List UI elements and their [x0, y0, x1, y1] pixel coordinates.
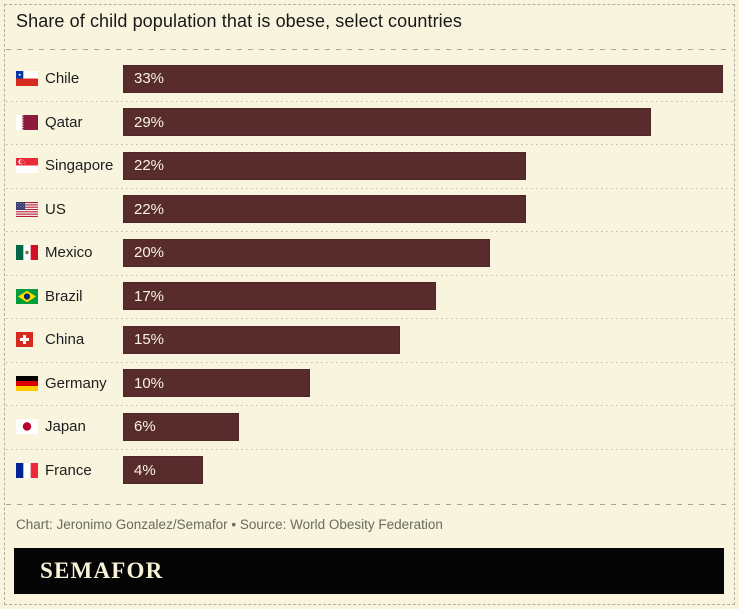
bar: 22%	[123, 195, 526, 224]
bar-track: 33%	[123, 64, 723, 93]
flag-switzerland-icon	[16, 332, 38, 348]
chart-row: Mexico 20%	[6, 231, 733, 275]
semafor-logo: SEMAFOR	[40, 558, 164, 583]
bar-value-label: 22%	[134, 200, 165, 218]
bar: 29%	[123, 108, 652, 137]
brand-bar: SEMAFOR	[14, 548, 724, 594]
chart-row: Japan 6%	[6, 405, 733, 449]
bar-track: 20%	[123, 238, 723, 267]
chart-row: US 22%	[6, 187, 733, 232]
bar-track: 17%	[123, 282, 723, 311]
bar: 33%	[123, 64, 723, 93]
row-label: Germany	[16, 375, 123, 392]
row-label: Brazil	[16, 288, 123, 305]
flag-singapore-icon	[16, 158, 38, 174]
chart-title: Share of child population that is obese,…	[16, 11, 462, 31]
flag-us-icon	[16, 201, 38, 217]
chart-row: France 4%	[6, 448, 733, 493]
chart-row: Singapore 22%	[6, 144, 733, 188]
bar-value-label: 20%	[134, 244, 165, 262]
row-label: France	[16, 462, 123, 479]
bar-track: 6%	[123, 412, 723, 441]
chart-row: China 15%	[6, 318, 733, 362]
country-label: Qatar	[45, 113, 83, 131]
bar-value-label: 6%	[134, 418, 156, 436]
footer-separator	[6, 504, 733, 505]
flag-qatar-icon	[16, 114, 38, 130]
flag-japan-icon	[16, 419, 38, 435]
row-label: Japan	[16, 418, 123, 435]
country-label: China	[45, 331, 85, 349]
flag-germany-icon	[16, 375, 38, 391]
country-label: Singapore	[45, 157, 114, 175]
row-label: Chile	[16, 70, 123, 87]
country-label: Mexico	[45, 244, 93, 262]
bar: 15%	[123, 325, 401, 354]
chart-rows: Chile 33% Qatar 29% Singapore 22% US 22% Mexico 2…	[6, 57, 733, 493]
row-label: US	[16, 201, 123, 218]
credit-line: Chart: Jeronimo Gonzalez/Semafor • Sourc…	[16, 517, 443, 532]
row-label: China	[16, 331, 123, 348]
bar-track: 10%	[123, 369, 723, 398]
bar: 17%	[123, 282, 436, 311]
country-label: Chile	[45, 70, 80, 88]
bar-track: 22%	[123, 195, 723, 224]
row-label: Mexico	[16, 244, 123, 261]
country-label: Germany	[45, 374, 107, 392]
country-label: Japan	[45, 418, 86, 436]
flag-chile-icon	[16, 71, 38, 87]
flag-france-icon	[16, 462, 38, 478]
bar-value-label: 33%	[134, 70, 165, 88]
chart-row: Chile 33%	[16, 57, 723, 101]
bar-track: 22%	[123, 151, 723, 180]
row-label: Singapore	[16, 157, 123, 174]
flag-mexico-icon	[16, 245, 38, 261]
chart-row: Brazil 17%	[6, 274, 733, 319]
bar: 20%	[123, 238, 490, 267]
bar-value-label: 4%	[134, 461, 156, 479]
country-label: Brazil	[45, 287, 83, 305]
bar: 4%	[123, 456, 203, 485]
bar-value-label: 15%	[134, 331, 165, 349]
bar-track: 4%	[123, 456, 723, 485]
bar-value-label: 29%	[134, 113, 165, 131]
country-label: US	[45, 200, 66, 218]
chart-row: Qatar 29%	[6, 100, 733, 145]
flag-brazil-icon	[16, 288, 38, 304]
chart-row: Germany 10%	[6, 361, 733, 406]
title-separator	[6, 49, 733, 50]
country-label: France	[45, 461, 92, 479]
bar: 10%	[123, 369, 311, 398]
bar: 22%	[123, 151, 526, 180]
bar-track: 29%	[123, 108, 723, 137]
bar-value-label: 22%	[134, 157, 165, 175]
bar-track: 15%	[123, 325, 723, 354]
bar: 6%	[123, 412, 239, 441]
bar-value-label: 10%	[134, 374, 165, 392]
row-label: Qatar	[16, 114, 123, 131]
bar-value-label: 17%	[134, 287, 165, 305]
